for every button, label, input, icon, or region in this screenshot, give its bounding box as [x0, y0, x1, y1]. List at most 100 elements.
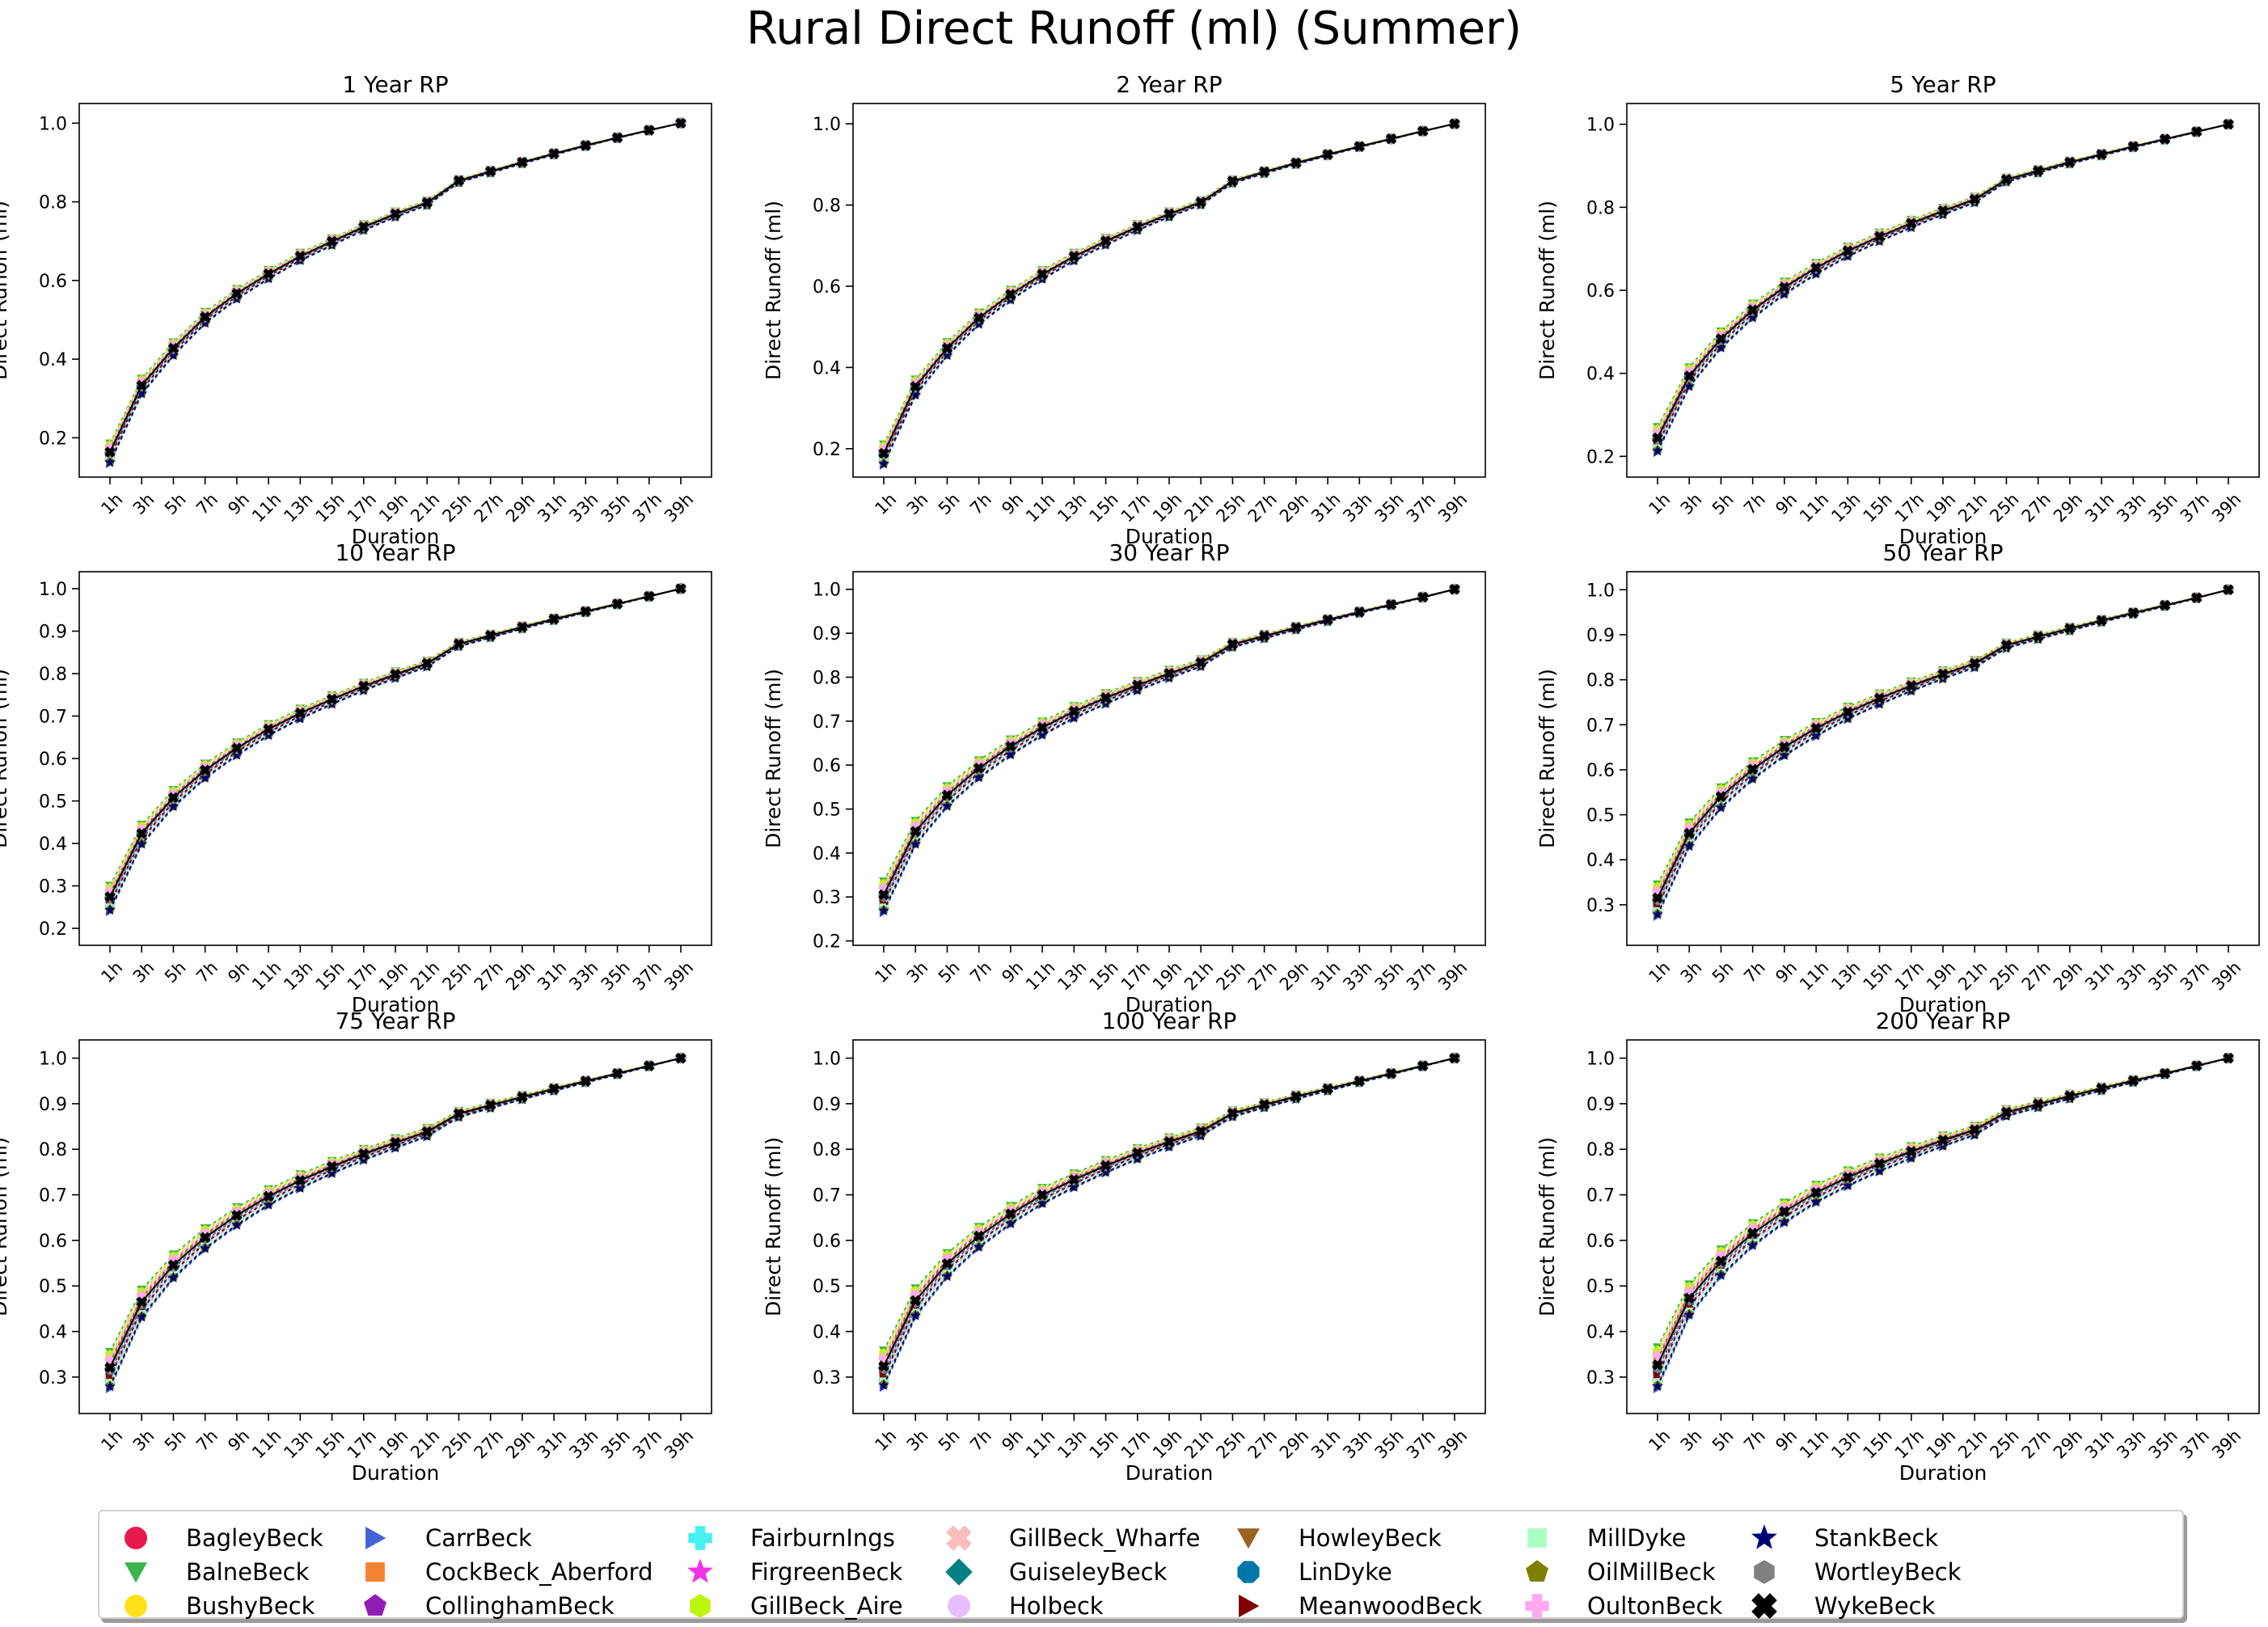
series-WortleyBeck [1653, 119, 2233, 446]
series-CollinghamBeck [879, 118, 1459, 463]
x-tick-label: 35h [1371, 957, 1408, 994]
series-WortleyBeck [105, 1053, 686, 1376]
series-WykeBeck [104, 583, 686, 902]
data-point [1131, 1147, 1143, 1159]
data-point [1746, 304, 1759, 316]
series-WortleyBeck [1653, 584, 2233, 906]
series-HowleyBeck [1653, 120, 2233, 440]
data-point [231, 742, 243, 754]
x-tick-label: 9h [1772, 489, 1801, 518]
data-point [910, 1295, 922, 1307]
x-tick-label: 13h [1054, 489, 1090, 526]
y-tick-label: 1.0 [39, 1050, 67, 1070]
series-line [1657, 1057, 2229, 1354]
square-marker-icon [365, 1562, 385, 1582]
legend-label: GillBeck_Aire [750, 1592, 903, 1620]
chart-title: 5 Year RP [1890, 71, 1996, 98]
series-line [883, 123, 1455, 450]
x-tick-label: 7h [966, 957, 995, 987]
x-tick-label: 35h [2145, 489, 2181, 526]
plot-frame [852, 103, 1486, 478]
data-point [675, 1052, 686, 1064]
series-line [109, 588, 682, 893]
series-line [1657, 123, 2229, 443]
series-HowleyBeck [879, 1054, 1459, 1367]
series-CollinghamBeck [105, 118, 686, 461]
data-point [1417, 591, 1429, 603]
data-point [1037, 1189, 1048, 1201]
x-tick-label: 11h [1022, 1426, 1058, 1462]
series-line [1657, 589, 2229, 890]
data-point [1842, 706, 1854, 718]
series-line [883, 123, 1455, 453]
data-point [1005, 1208, 1016, 1219]
x-tick-label: 9h [224, 489, 253, 518]
legend-item: FirgreenBeck [682, 1555, 902, 1589]
data-point [1747, 1223, 1758, 1233]
data-point [104, 885, 116, 897]
data-point [199, 311, 211, 323]
legend-item: BalneBeck [117, 1555, 309, 1589]
data-point [1005, 741, 1016, 752]
series-StankBeck [1652, 1052, 2234, 1392]
data-point [104, 456, 116, 467]
x-tick-label: 15h [1860, 957, 1896, 994]
data-point [878, 882, 889, 894]
data-point [910, 821, 921, 831]
series-line [109, 122, 682, 450]
series-GillBeck_Wharfe [878, 118, 1460, 463]
series-StankBeck [104, 582, 686, 915]
series-line [109, 122, 682, 457]
series-BushyBeck [105, 1053, 686, 1363]
data-point [421, 657, 433, 670]
series-LinDyke [879, 1053, 1459, 1376]
series-line [109, 588, 682, 912]
series-OultonBeck [1652, 584, 2234, 896]
data-point [263, 268, 274, 280]
x-tick-label: 5h [1708, 957, 1738, 987]
data-point [263, 1198, 274, 1210]
series-HowleyBeck [105, 1054, 686, 1368]
data-point [1969, 657, 1981, 670]
x-tick-label: 37h [629, 957, 665, 994]
data-point [136, 379, 148, 391]
data-point [2159, 133, 2171, 145]
series-line [1657, 123, 2229, 444]
hexagon-marker-icon [1754, 1560, 1775, 1584]
y-tick-label: 0.5 [39, 792, 67, 813]
series-WortleyBeck [879, 1053, 1459, 1375]
x-axis-label: Duration [1126, 993, 1214, 1016]
y-tick-label: 0.5 [1586, 806, 1615, 826]
series-line [109, 122, 682, 455]
square-marker-icon [1527, 1528, 1547, 1548]
series-line [1657, 1057, 2229, 1363]
data-point [326, 1160, 338, 1173]
data-point [1227, 638, 1239, 650]
series-GillBeck_Aire [105, 1053, 686, 1360]
chart-title: 50 Year RP [1882, 539, 2003, 566]
series-line [883, 588, 1455, 898]
y-tick-label: 0.6 [813, 756, 841, 776]
series-CarrBeck [105, 584, 686, 916]
data-point [1164, 668, 1175, 679]
series-HowleyBeck [105, 119, 686, 454]
data-point [1683, 840, 1696, 852]
x-tick-label: 13h [280, 1426, 316, 1462]
x-tick-label: 31h [2081, 1426, 2118, 1462]
x-tick-label: 15h [312, 957, 348, 994]
series-line [1657, 589, 2229, 906]
x-axis-label: Duration [352, 993, 440, 1016]
x-tick-label: 3h [129, 957, 158, 987]
data-point [484, 630, 496, 641]
series-line [109, 588, 682, 898]
series-line [1657, 589, 2229, 898]
x-tick-label: 11h [248, 1426, 285, 1462]
legend-label: CockBeck_Aberford [425, 1558, 653, 1586]
series-line [883, 588, 1455, 895]
series-line [109, 588, 682, 903]
data-point [1068, 705, 1080, 717]
series-line [1657, 589, 2229, 892]
series-line [109, 1057, 682, 1359]
legend-item: LinDyke [1230, 1555, 1392, 1589]
chart-panel-8: 100 Year RP 0.3 0.4 0.5 0.6 0.7 0.8 0.9 1.0 1h 3h 5… [762, 1008, 1486, 1485]
